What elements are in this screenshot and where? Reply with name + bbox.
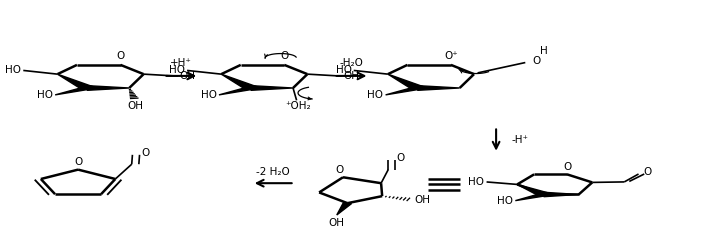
Polygon shape (87, 86, 129, 90)
Polygon shape (221, 74, 256, 89)
Text: O: O (280, 51, 288, 61)
Polygon shape (251, 86, 293, 90)
Text: HO: HO (336, 65, 351, 75)
Text: HO: HO (201, 90, 217, 100)
Polygon shape (337, 203, 351, 215)
Text: -H⁺: -H⁺ (511, 135, 528, 145)
Text: O: O (397, 153, 405, 163)
Text: HO: HO (497, 196, 513, 206)
Text: OH: OH (414, 195, 431, 205)
Text: O: O (116, 51, 125, 61)
Text: O⁺: O⁺ (444, 51, 458, 61)
Text: -H₂O: -H₂O (340, 58, 363, 68)
Text: HO: HO (5, 65, 21, 75)
Polygon shape (57, 74, 93, 89)
Text: O: O (643, 167, 652, 177)
Polygon shape (418, 86, 460, 90)
Polygon shape (388, 74, 423, 89)
Text: O: O (533, 56, 540, 66)
Polygon shape (386, 87, 420, 95)
Text: O: O (336, 165, 343, 175)
Polygon shape (544, 192, 578, 197)
Polygon shape (516, 193, 546, 201)
Text: H: H (540, 46, 548, 56)
Polygon shape (55, 87, 89, 95)
Text: HO: HO (468, 177, 484, 187)
Text: +H⁺: +H⁺ (171, 58, 192, 68)
Text: ⁺OH₂: ⁺OH₂ (285, 101, 311, 111)
Polygon shape (517, 185, 548, 196)
Text: OH: OH (328, 218, 345, 228)
Text: OH: OH (343, 71, 359, 81)
Text: O: O (74, 157, 82, 167)
Text: -2 H₂O: -2 H₂O (256, 167, 290, 177)
Text: O: O (141, 148, 149, 158)
Polygon shape (219, 87, 253, 95)
Text: OH: OH (179, 71, 195, 81)
Text: O: O (563, 162, 572, 172)
Text: OH: OH (127, 101, 143, 111)
Text: HO: HO (368, 90, 383, 100)
Text: HO: HO (169, 65, 185, 75)
Text: HO: HO (37, 90, 53, 100)
